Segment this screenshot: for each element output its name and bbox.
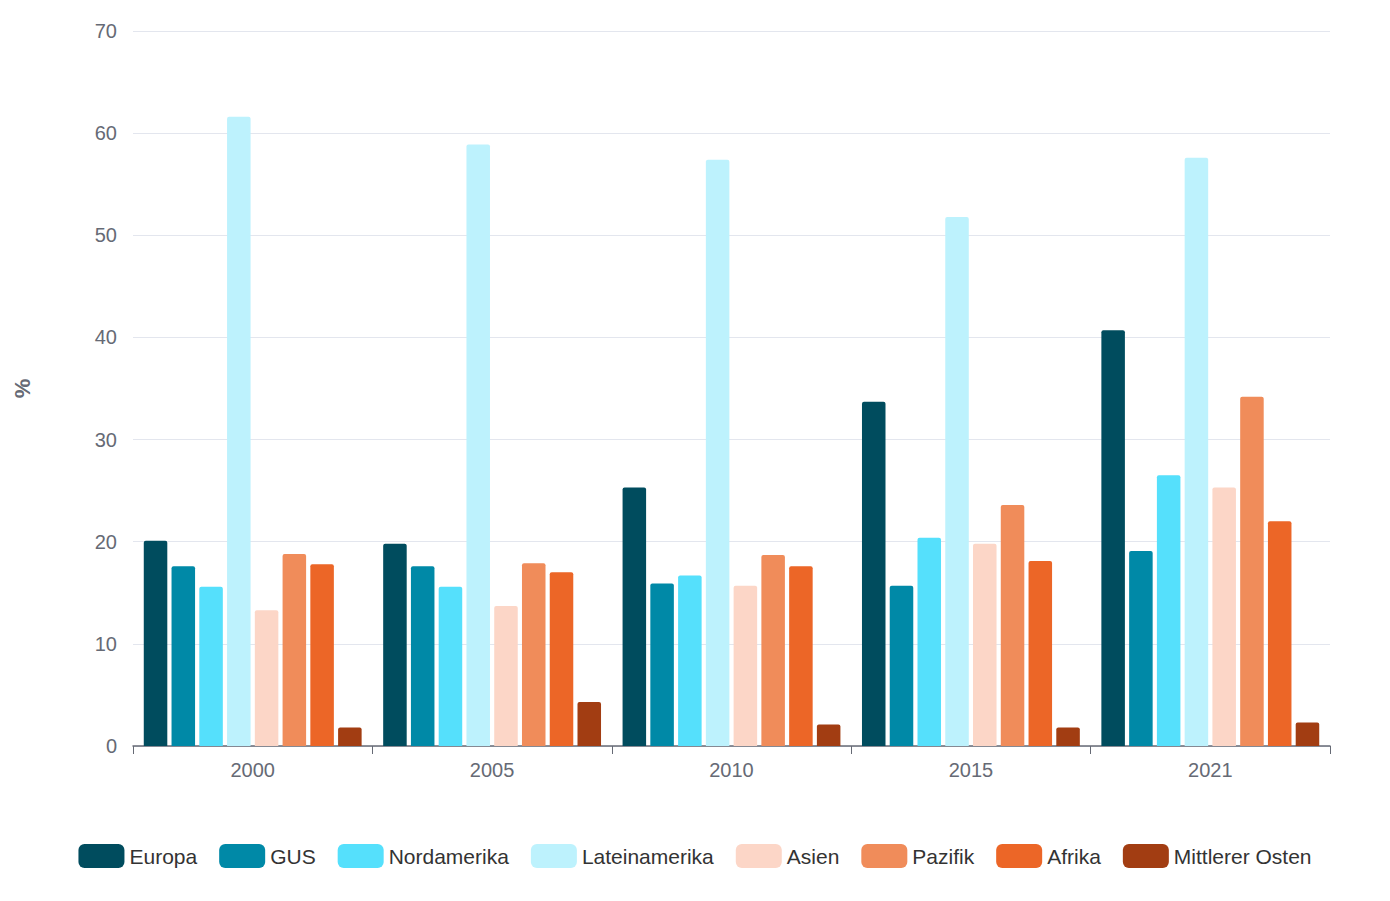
svg-text:2005: 2005: [470, 759, 514, 781]
svg-text:2015: 2015: [949, 759, 994, 781]
svg-text:60: 60: [95, 122, 117, 144]
svg-text:50: 50: [95, 224, 117, 246]
svg-text:GUS: GUS: [270, 845, 316, 868]
svg-text:10: 10: [95, 633, 117, 655]
svg-text:40: 40: [95, 326, 117, 348]
svg-text:20: 20: [95, 531, 117, 553]
svg-text:Asien: Asien: [787, 845, 840, 868]
svg-text:Pazifik: Pazifik: [912, 845, 974, 868]
svg-text:2021: 2021: [1188, 759, 1233, 781]
svg-text:%: %: [10, 379, 35, 399]
svg-text:Nordamerika: Nordamerika: [389, 845, 510, 868]
svg-text:30: 30: [95, 429, 117, 451]
svg-text:Afrika: Afrika: [1047, 845, 1101, 868]
svg-text:Europa: Europa: [129, 845, 197, 868]
svg-text:Mittlerer Osten: Mittlerer Osten: [1174, 845, 1312, 868]
svg-text:70: 70: [95, 20, 117, 42]
svg-text:Lateinamerika: Lateinamerika: [582, 845, 714, 868]
svg-text:2010: 2010: [709, 759, 754, 781]
svg-text:0: 0: [106, 735, 117, 757]
svg-text:2000: 2000: [230, 759, 275, 781]
